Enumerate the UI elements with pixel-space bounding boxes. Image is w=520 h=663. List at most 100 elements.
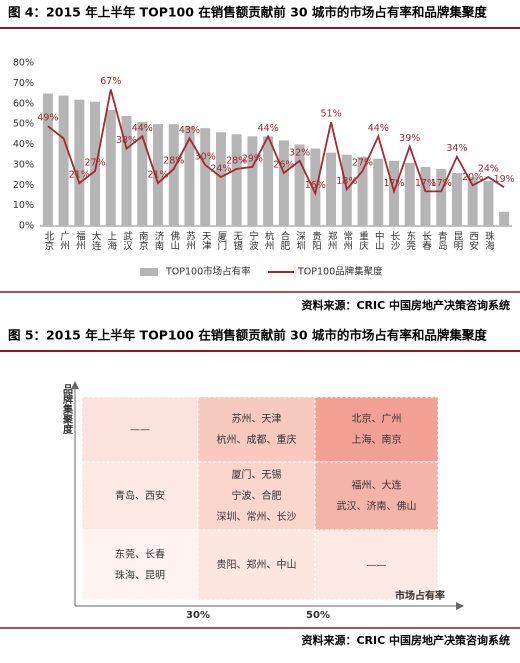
x-tick-label: 珠海 [483, 230, 495, 251]
bar [200, 128, 211, 226]
bar [247, 136, 258, 226]
bar [121, 115, 132, 226]
x-tick-label: 北京 [42, 231, 54, 251]
data-label: 32% [289, 147, 310, 158]
line [47, 89, 505, 197]
cell-text: 珠海、昆明 [115, 569, 165, 582]
cell-text: 厦门、无锡 [232, 468, 282, 481]
y-tick-label: 40% [13, 139, 34, 150]
x-tick-label: 昆明 [451, 231, 463, 251]
bar [137, 122, 148, 226]
legend-label: TOP100市场占有率 [165, 266, 251, 278]
y-axis-label: 品牌集聚度 [61, 384, 74, 435]
x-tick-label: 合肥 [278, 230, 290, 251]
cell-text: 杭州、成都、重庆 [217, 433, 297, 446]
x-tick-label: 长春 [420, 230, 432, 251]
x-tick-label: 厦门 [215, 231, 227, 251]
x-tick-label: 广州 [58, 230, 70, 250]
data-label: 51% [321, 109, 342, 120]
bar [58, 95, 69, 226]
x-tick-label: 青岛 [436, 230, 448, 251]
data-label: 18% [336, 176, 357, 187]
data-label: 17% [383, 178, 404, 189]
x-tick-label: 深圳 [294, 231, 306, 250]
x-mark: 50% [306, 610, 330, 621]
data-label: 17% [431, 178, 452, 189]
cell-text: 青岛、西安 [115, 489, 165, 502]
x-tick-label: 杭州 [263, 230, 275, 250]
cell-text: 福州、大连 [352, 479, 402, 492]
y-tick-label: 10% [13, 200, 34, 211]
matrix-cell [81, 461, 199, 531]
matrix-cell [197, 529, 316, 601]
data-label: 28% [163, 155, 184, 166]
cell-text: 苏州、天津 [232, 412, 282, 425]
arrow [456, 602, 464, 610]
data-label: 39% [399, 133, 420, 144]
bar [74, 99, 85, 226]
x-tick-label: 福州 [74, 230, 86, 250]
x-tick-label: 郑州 [326, 230, 338, 250]
source: 资料来源：CRIC 中国房地产决策咨询系统 [301, 298, 510, 312]
x-tick-label: 南京 [137, 230, 149, 251]
data-label: 44% [368, 123, 389, 134]
bar [483, 181, 494, 226]
bar [215, 132, 226, 226]
bar [184, 126, 195, 226]
y-tick-label: 50% [13, 119, 34, 130]
cell-text: —— [367, 560, 387, 571]
data-label: 34% [446, 143, 467, 154]
data-label: 24% [478, 164, 499, 175]
legend-swatch [140, 268, 158, 276]
x-axis-label: 市场占有率 [395, 589, 445, 602]
x-tick-label: 济南 [153, 230, 165, 250]
cell-text: 东莞、长春 [115, 548, 165, 561]
cell-text: 宁波、合肥 [232, 489, 282, 502]
x-tick-label: 上海 [105, 231, 117, 251]
x-tick-label: 贵阳 [310, 230, 322, 250]
arrow [71, 381, 79, 389]
bar [357, 156, 368, 226]
bar [420, 166, 431, 226]
x-tick-label: 天津 [200, 231, 212, 251]
y-tick-label: 20% [13, 180, 34, 191]
x-tick-label: 佛山 [168, 230, 180, 250]
bar [153, 124, 163, 226]
x-tick-label: 苏州 [184, 230, 196, 250]
figure-title: 图 5：2015 年上半年 TOP100 在销售额贡献前 30 城市的市场占有率… [8, 328, 487, 343]
x-tick-label: 宁波 [247, 230, 259, 251]
matrix-cell [197, 461, 316, 531]
data-label: 49% [37, 113, 58, 124]
bar [451, 173, 462, 226]
y-tick-label: 30% [13, 159, 34, 170]
bar [467, 177, 478, 226]
data-label: 16% [305, 180, 326, 191]
data-label: 17% [415, 178, 436, 189]
x-tick-label: 大连 [90, 230, 102, 251]
data-label: 21% [147, 170, 168, 181]
data-label: 26% [273, 160, 294, 171]
cell-text: 武汉、济南、佛山 [337, 500, 417, 513]
data-label: 29% [242, 153, 263, 164]
bar [105, 109, 116, 226]
matrix-cell [314, 396, 439, 463]
x-tick-label: 重庆 [357, 230, 369, 251]
x-tick-label: 中山 [373, 230, 385, 250]
matrix-cell [81, 396, 199, 463]
bar [294, 144, 305, 226]
data-label: 44% [132, 123, 153, 134]
bar [404, 162, 415, 226]
matrix-cell [197, 396, 316, 463]
x-tick-label: 西安 [467, 231, 479, 251]
x-tick-label: 长沙 [389, 230, 401, 250]
bar [326, 152, 337, 226]
bar [278, 140, 289, 226]
data-label: 27% [352, 157, 373, 168]
data-label: 43% [179, 125, 200, 136]
y-tick-label: 60% [13, 98, 34, 109]
matrix-cell [314, 529, 439, 601]
bar [168, 124, 179, 226]
legend-label: TOP100品牌集聚度 [297, 266, 383, 278]
